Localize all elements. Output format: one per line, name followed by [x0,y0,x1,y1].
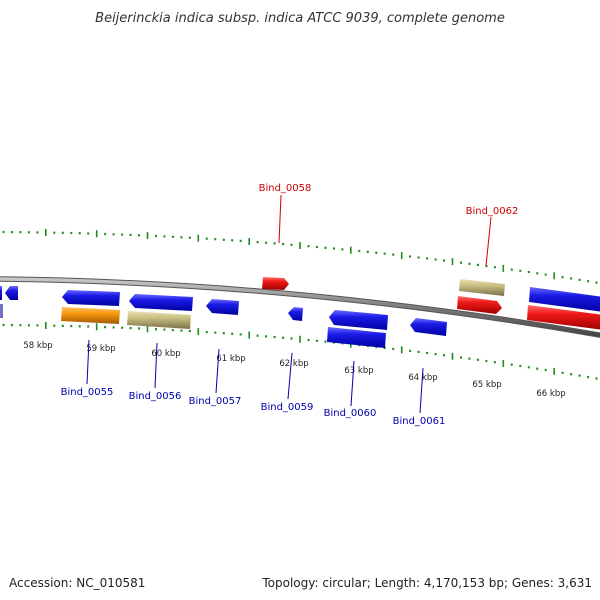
leader-line-bind-0059 [287,352,293,400]
leader-line-bind-0061 [419,367,424,414]
scale-label: 65 kbp [472,380,501,390]
gene-feature-red-right[interactable] [527,305,600,330]
gene-feature-bind-0060-upper[interactable] [329,310,388,330]
scale-label: 60 kbp [151,349,180,359]
gene-feature-blue-edge[interactable] [0,286,2,300]
forward-strand-features [262,277,600,330]
leader-line-bind-0062 [485,216,492,267]
gene-label-bind-0060[interactable]: Bind_0060 [324,408,377,419]
gene-feature-bind-0058[interactable] [262,277,289,290]
gene-feature-khaki-lower[interactable] [127,311,191,329]
label-leader-lines [86,194,492,414]
leader-line-bind-0057 [215,348,220,394]
scale-labels: 58 kbp 59 kbp 60 kbp 61 kbp 62 kbp 63 kb… [23,341,565,399]
gene-feature-bind-0060[interactable] [327,327,386,348]
gene-label-bind-0055[interactable]: Bind_0055 [61,387,114,398]
gene-feature-bind-0061[interactable] [410,318,447,336]
gene-label-bind-0062[interactable]: Bind_0062 [466,206,519,217]
gene-feature-blue-right[interactable] [529,287,600,312]
leader-line-bind-0060 [350,360,355,407]
gene-label-bind-0061[interactable]: Bind_0061 [393,416,446,427]
gene-feature-bind-0062[interactable] [457,296,502,314]
scale-label: 63 kbp [344,366,373,376]
gene-feature-bind-0055[interactable] [62,290,120,306]
gene-feature-blue-edge-2[interactable] [5,286,18,300]
gene-label-bind-0059[interactable]: Bind_0059 [261,402,314,413]
reverse-strand-features [0,286,447,348]
outer-tick-ring [2,229,598,284]
gene-label-bind-0058[interactable]: Bind_0058 [259,183,312,194]
scale-label: 64 kbp [408,373,437,383]
gene-feature-violet-edge[interactable] [0,304,3,318]
genome-stats-text: Topology: circular; Length: 4,170,153 bp… [261,576,592,590]
gene-feature-bind-0056[interactable] [129,294,193,311]
scale-label: 62 kbp [279,359,308,369]
gene-labels: Bind_0058 Bind_0062 Bind_0055 Bind_0056 … [61,183,519,427]
scale-label: 66 kbp [536,389,565,399]
gene-feature-khaki-upper[interactable] [459,279,505,296]
scale-label: 59 kbp [86,344,115,354]
gene-feature-orange[interactable] [61,307,120,324]
inner-tick-ring [2,322,598,380]
leader-line-bind-0055 [86,339,90,385]
scale-label: 61 kbp [216,354,245,364]
gene-feature-bind-0059[interactable] [288,307,303,321]
genome-backbone-edge [0,276,600,338]
gene-label-bind-0056[interactable]: Bind_0056 [129,391,182,402]
scale-label: 58 kbp [23,341,52,351]
gene-feature-bind-0057[interactable] [206,299,239,315]
accession-text: Accession: NC_010581 [9,576,145,590]
genome-backbone [0,277,600,337]
gene-label-bind-0057[interactable]: Bind_0057 [189,396,242,407]
leader-line-bind-0056 [154,342,158,389]
leader-line-bind-0058 [278,194,282,244]
map-title: Beijerinckia indica subsp. indica ATCC 9… [95,11,505,26]
